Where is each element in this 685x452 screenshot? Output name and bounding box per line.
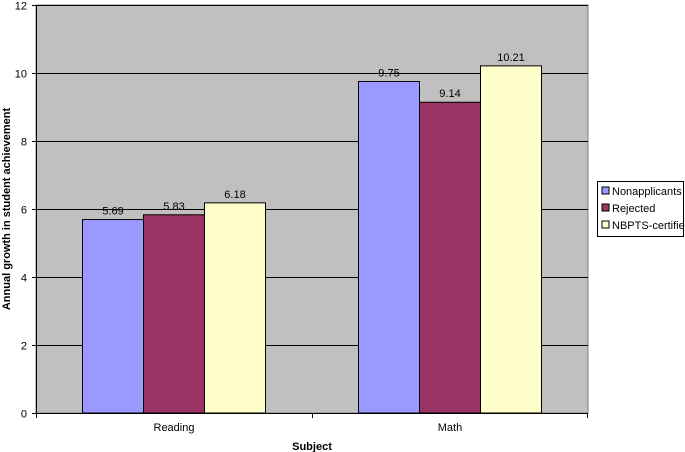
bar-nonapplicants-math	[358, 81, 420, 414]
legend-box	[597, 181, 684, 237]
data-label: 6.18	[224, 189, 245, 201]
axes	[32, 5, 588, 418]
legend-label: Rejected	[612, 203, 655, 215]
legend-label: Nonapplicants	[612, 186, 682, 198]
legend-swatch	[601, 220, 610, 229]
data-label: 5.83	[163, 201, 184, 213]
data-label: 9.75	[378, 68, 399, 80]
y-tick-label: 0	[21, 409, 27, 421]
x-axis-title: Subject	[292, 441, 332, 452]
bar-rejected-math	[419, 101, 481, 414]
y-tick-label: 8	[21, 137, 27, 149]
x-tick-label-math: Math	[438, 422, 462, 434]
y-tick-label: 4	[21, 273, 27, 285]
data-labels: 5.69 5.83 6.18 9.75 9.14 10.21	[102, 52, 524, 218]
x-tick-label-reading: Reading	[154, 422, 195, 434]
y-tick-label: 6	[21, 205, 27, 217]
bar-nbpts-certified-reading	[204, 202, 266, 414]
data-label: 9.14	[439, 88, 460, 100]
data-label: 10.21	[497, 52, 525, 64]
y-tick-labels: 0 2 4 6 8 10 12	[15, 1, 27, 421]
bar-nonapplicants-reading	[82, 219, 144, 414]
bar-rejected-reading	[143, 214, 205, 414]
data-label: 5.69	[102, 206, 123, 218]
y-tick-label: 2	[21, 341, 27, 353]
legend-label: NBPTS-certified	[612, 220, 685, 232]
y-axis-title: Annual growth in student achievement	[1, 108, 13, 311]
legend-swatch	[601, 203, 610, 212]
y-tick-label: 10	[15, 69, 27, 81]
bars	[82, 65, 542, 414]
bar-nbpts-certified-math	[480, 65, 542, 414]
y-tick-label: 12	[15, 1, 27, 13]
x-tick-labels: Reading Math	[154, 422, 463, 434]
legend: Nonapplicants Rejected NBPTS-certified	[597, 181, 685, 237]
legend-swatch	[601, 186, 610, 195]
